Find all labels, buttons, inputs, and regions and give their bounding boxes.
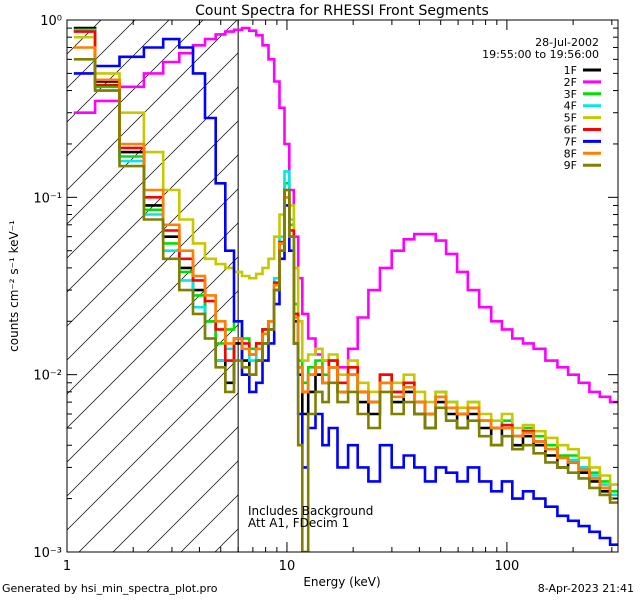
series-line-7F <box>73 37 618 546</box>
hatch-mask <box>238 20 618 552</box>
legend-label-3F: 3F <box>564 88 577 101</box>
x-tick-label-10: 10 <box>279 559 296 574</box>
plot-frame <box>66 19 619 553</box>
hatch-line <box>67 20 170 123</box>
y-axis-label: counts cm⁻² s⁻¹ keV⁻¹ <box>7 220 21 352</box>
hatch-line <box>67 20 204 157</box>
x-axis-label: Energy (keV) <box>303 575 380 589</box>
generated-by: Generated by hsi_min_spectra_plot.pro <box>2 582 218 595</box>
legend-label-1F: 1F <box>564 64 577 77</box>
legend-label-9F: 9F <box>564 159 577 172</box>
legend-label-8F: 8F <box>564 147 577 160</box>
hatch-line <box>67 20 238 191</box>
series-group <box>73 26 618 552</box>
legend-label-7F: 7F <box>564 135 577 148</box>
y-tick-label-0.01: 10⁻² <box>33 369 62 384</box>
y-tick-label-1: 10⁰ <box>40 14 62 29</box>
generated-timestamp: 8-Apr-2023 21:41 <box>537 582 634 595</box>
x-tick-label-100: 100 <box>494 559 519 574</box>
date-annotation: 28-Jul-2002 <box>535 36 599 49</box>
series-line-9F <box>73 58 618 552</box>
y-tick-label-0.1: 10⁻¹ <box>33 191 62 206</box>
series-line-5F <box>73 35 618 486</box>
legend-label-4F: 4F <box>564 100 577 113</box>
legend-label-2F: 2F <box>564 76 577 89</box>
background-note: Includes Background <box>248 504 373 518</box>
attenuator-note: Att A1, FDecim 1 <box>248 516 349 530</box>
legend-label-6F: 6F <box>564 124 577 137</box>
y-ticks <box>67 19 618 553</box>
chart-title: Count Spectra for RHESSI Front Segments <box>195 3 489 19</box>
series-line-8F <box>73 46 618 500</box>
legend-label-5F: 5F <box>564 112 577 125</box>
hatch-line <box>67 20 306 259</box>
time-range-annotation: 19:55:00 to 19:56:00 <box>482 48 599 61</box>
y-tick-label-0.001: 10⁻³ <box>33 546 62 561</box>
x-tick-label-1: 1 <box>63 559 71 574</box>
hatch-line <box>67 20 272 225</box>
